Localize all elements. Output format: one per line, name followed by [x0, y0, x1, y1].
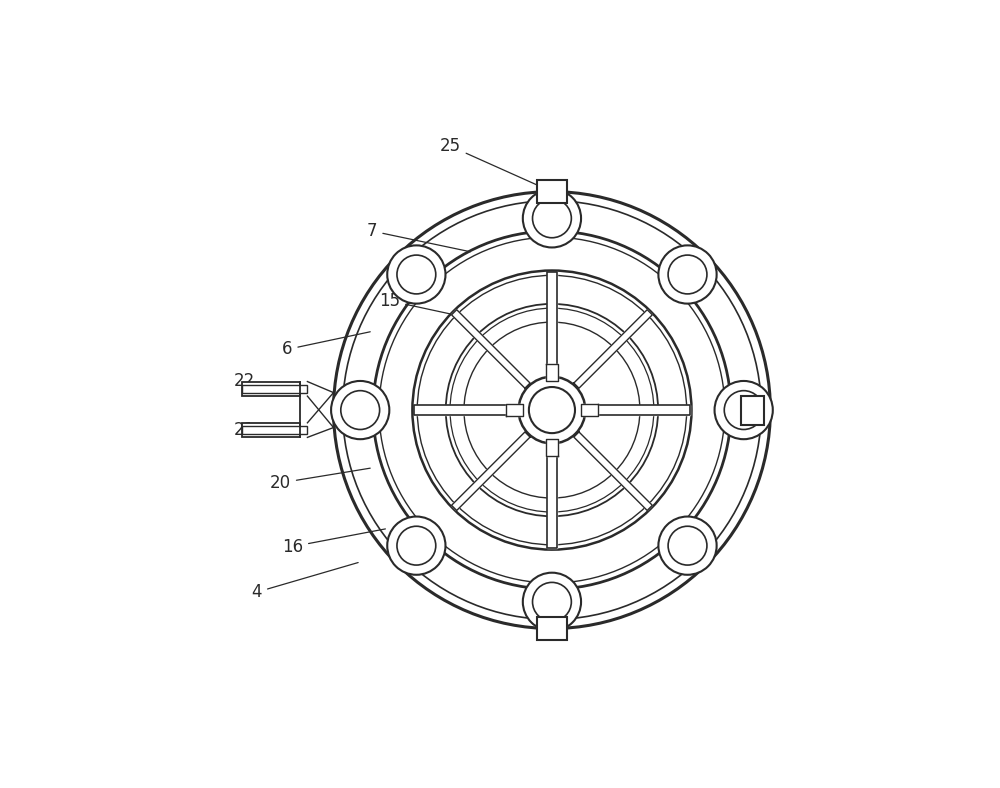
Polygon shape — [452, 432, 530, 511]
Bar — [242, 381, 300, 396]
Circle shape — [523, 573, 581, 631]
Polygon shape — [581, 404, 598, 416]
Text: 15: 15 — [379, 292, 486, 322]
Circle shape — [529, 387, 575, 433]
Circle shape — [387, 245, 445, 303]
Text: 16: 16 — [282, 529, 385, 556]
Bar — [242, 426, 307, 434]
Bar — [537, 180, 567, 203]
Bar — [242, 423, 300, 437]
Circle shape — [387, 516, 445, 574]
Polygon shape — [506, 404, 523, 416]
Polygon shape — [414, 405, 517, 415]
Text: 25: 25 — [440, 137, 549, 191]
Text: 6: 6 — [282, 332, 370, 359]
Circle shape — [331, 381, 389, 439]
Text: 22: 22 — [233, 372, 267, 390]
Text: 4: 4 — [252, 563, 358, 601]
Bar — [242, 385, 307, 392]
Circle shape — [412, 270, 691, 550]
Text: 21: 21 — [233, 421, 267, 439]
Circle shape — [715, 381, 773, 439]
Polygon shape — [452, 310, 530, 388]
Circle shape — [519, 377, 585, 444]
Text: 7: 7 — [367, 222, 470, 251]
Bar — [537, 617, 567, 640]
Circle shape — [658, 516, 717, 574]
Circle shape — [373, 231, 731, 589]
Bar — [741, 396, 764, 425]
Circle shape — [523, 189, 581, 247]
Polygon shape — [547, 444, 557, 548]
Circle shape — [334, 191, 770, 629]
Polygon shape — [587, 405, 690, 415]
Polygon shape — [547, 272, 557, 376]
Polygon shape — [546, 439, 558, 456]
Polygon shape — [546, 364, 558, 381]
Polygon shape — [574, 432, 652, 511]
Polygon shape — [574, 310, 652, 388]
Text: 20: 20 — [270, 468, 370, 492]
Circle shape — [658, 245, 717, 303]
